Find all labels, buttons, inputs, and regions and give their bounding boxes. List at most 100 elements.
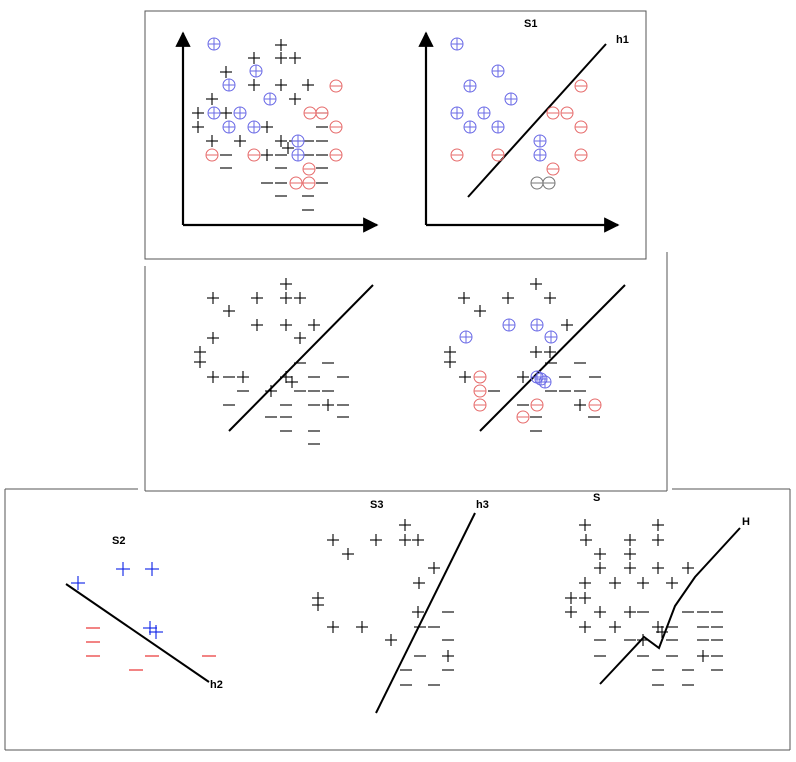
plus-icon [194,356,206,368]
circled-plus-icon [234,107,246,119]
circled-minus-icon [248,149,260,161]
plus-icon [265,385,277,397]
h3-boundary [376,513,475,713]
plus-icon [609,577,621,589]
plus-icon [502,292,514,304]
circled-plus-icon [464,121,476,133]
plus-icon [327,621,339,633]
panel7-points [565,519,723,685]
h2-boundary [66,584,209,682]
plus-icon [697,650,709,662]
plus-icon [399,519,411,531]
circled-minus-icon [547,107,559,119]
plus-icon [251,292,263,304]
plus-icon [248,79,260,91]
circled-minus-icon [303,163,315,175]
circled-minus-icon [206,149,218,161]
bottom-panel-frame [5,489,790,750]
circled-plus-icon [292,149,304,161]
plus-icon [289,93,301,105]
plus-icon [579,519,591,531]
plus-icon [251,319,263,331]
plus-icon [280,319,292,331]
circled-plus-icon [464,80,476,92]
plus-icon [637,577,649,589]
plus-icon [275,79,287,91]
plus-icon [442,650,454,662]
plus-icon [280,278,292,290]
plus-icon [116,562,130,576]
circled-plus-icon [208,38,220,50]
plus-icon [624,562,636,574]
circled-minus-icon [517,411,529,423]
h3-label: h3 [476,499,489,511]
circled-plus-icon [492,121,504,133]
circled-plus-icon [534,135,546,147]
plus-icon [286,376,298,388]
plus-icon [412,534,424,546]
plus-icon [322,399,334,411]
circled-minus-icon [290,177,302,189]
circled-plus-icon [223,121,235,133]
h1-boundary [468,44,606,197]
plus-icon [280,292,292,304]
top-panel-frame [145,11,646,259]
circled-plus-icon [451,107,463,119]
plus-icon [624,534,636,546]
plus-icon [275,39,287,51]
plus-icon [207,292,219,304]
plus-icon [412,606,424,618]
circled-minus-icon [547,163,559,175]
circled-minus-icon [575,121,587,133]
plus-icon [145,562,159,576]
plus-icon [580,534,592,546]
plus-icon [444,356,456,368]
plus-icon [220,66,232,78]
plus-icon [565,606,577,618]
plus-icon [428,562,440,574]
plus-icon [206,135,218,147]
circled-minus-icon [316,107,328,119]
plus-icon [474,305,486,317]
circled-minus-icon [531,399,543,411]
panel5-points [71,562,216,670]
plus-icon [530,278,542,290]
plus-icon [594,548,606,560]
panel4-boundary [480,285,625,431]
h2-label: h2 [210,679,223,691]
circled-minus-icon [303,177,315,189]
circled-minus-icon [543,177,555,189]
plus-icon [385,634,397,646]
plus-icon [206,93,218,105]
panel1-points [192,38,342,210]
plus-icon [565,592,577,604]
plus-icon [220,107,232,119]
plus-icon [143,621,157,635]
plus-icon [207,371,219,383]
plus-icon [302,79,314,91]
plus-icon [561,319,573,331]
plus-icon [609,621,621,633]
circled-plus-icon [534,149,546,161]
plus-icon [579,621,591,633]
circled-plus-icon [505,93,517,105]
circled-plus-icon [248,121,260,133]
s1-label: S1 [524,18,537,30]
circled-minus-icon [492,149,504,161]
plus-icon [342,548,354,560]
circled-plus-icon [545,331,557,343]
plus-icon [207,332,219,344]
panel6-points [312,519,454,685]
circled-plus-icon [460,331,472,343]
plus-icon [544,292,556,304]
plus-icon [237,371,249,383]
plus-icon [192,107,204,119]
middle-panel-frame [145,252,667,491]
plus-icon [413,577,425,589]
plus-icon [459,371,471,383]
circled-plus-icon [531,319,543,331]
s3-label: S3 [370,499,383,511]
plus-icon [289,52,301,64]
plus-icon [234,135,246,147]
plus-icon [192,121,204,133]
